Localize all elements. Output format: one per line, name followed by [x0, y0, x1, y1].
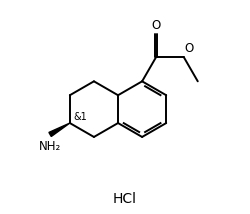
Text: HCl: HCl [113, 192, 137, 206]
Text: NH₂: NH₂ [39, 140, 61, 153]
Text: &1: &1 [73, 112, 87, 122]
Polygon shape [49, 123, 70, 137]
Text: O: O [152, 19, 161, 32]
Text: O: O [185, 42, 194, 55]
